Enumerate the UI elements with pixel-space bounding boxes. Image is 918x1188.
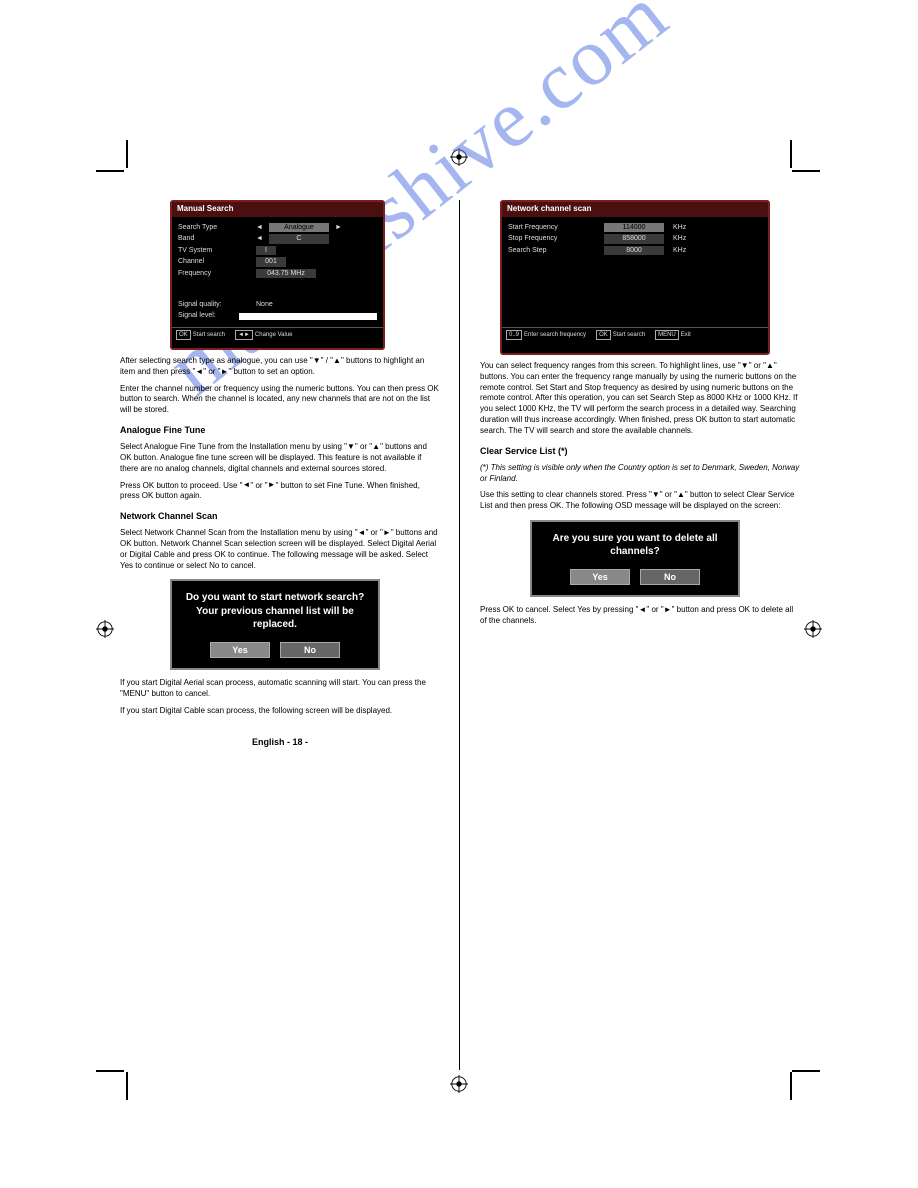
page-number: English - 18 - xyxy=(120,736,440,748)
para-l7: If you start Digital Cable scan process,… xyxy=(120,706,440,717)
manual-search-panel: Manual Search Search Type◄Analogue► Band… xyxy=(170,200,385,350)
network-scan-panel: Network channel scan Start Frequency1140… xyxy=(500,200,770,355)
stop-freq-input[interactable]: 858000 xyxy=(604,234,664,243)
para-l2: Enter the channel number or frequency us… xyxy=(120,384,440,416)
search-type-select[interactable]: Analogue xyxy=(269,223,329,232)
start-freq-input[interactable]: 114000 xyxy=(604,223,664,232)
para-l5: Select Network Channel Scan from the Ins… xyxy=(120,528,440,571)
register-mark-right xyxy=(804,620,822,638)
band-select[interactable]: C xyxy=(269,234,329,243)
channel-input[interactable]: 001 xyxy=(256,257,286,266)
para-l6: If you start Digital Aerial scan process… xyxy=(120,678,440,700)
heading-analogue-fine-tune: Analogue Fine Tune xyxy=(120,424,440,436)
register-mark-bottom xyxy=(450,1075,468,1093)
frequency-input[interactable]: 043.75 MHz xyxy=(256,269,316,278)
para-r3: Use this setting to clear channels store… xyxy=(480,490,800,512)
heading-network-channel-scan: Network Channel Scan xyxy=(120,510,440,522)
para-r2: (*) This setting is visible only when th… xyxy=(480,463,800,485)
no-button[interactable]: No xyxy=(280,642,340,658)
tv-system-select[interactable]: I xyxy=(256,246,276,255)
yes-button[interactable]: Yes xyxy=(210,642,270,658)
delete-channels-dialog: Are you sure you want to delete all chan… xyxy=(530,520,740,597)
network-search-dialog: Do you want to start network search? You… xyxy=(170,579,380,670)
para-l1: After selecting search type as analogue,… xyxy=(120,356,440,378)
register-mark-top xyxy=(450,148,468,166)
para-r1: You can select frequency ranges from thi… xyxy=(480,361,800,437)
panel-title: Manual Search xyxy=(172,202,383,217)
para-r4: Press OK to cancel. Select Yes by pressi… xyxy=(480,605,800,627)
no-button-2[interactable]: No xyxy=(640,569,700,585)
heading-clear-service-list: Clear Service List (*) xyxy=(480,445,800,457)
yes-button-2[interactable]: Yes xyxy=(570,569,630,585)
para-l4: Press OK button to proceed. Use "◄" or "… xyxy=(120,481,440,503)
search-step-input[interactable]: 8000 xyxy=(604,246,664,255)
register-mark-left xyxy=(96,620,114,638)
para-l3: Select Analogue Fine Tune from the Insta… xyxy=(120,442,440,474)
panel-title-2: Network channel scan xyxy=(502,202,768,217)
signal-level-bar xyxy=(239,313,377,320)
